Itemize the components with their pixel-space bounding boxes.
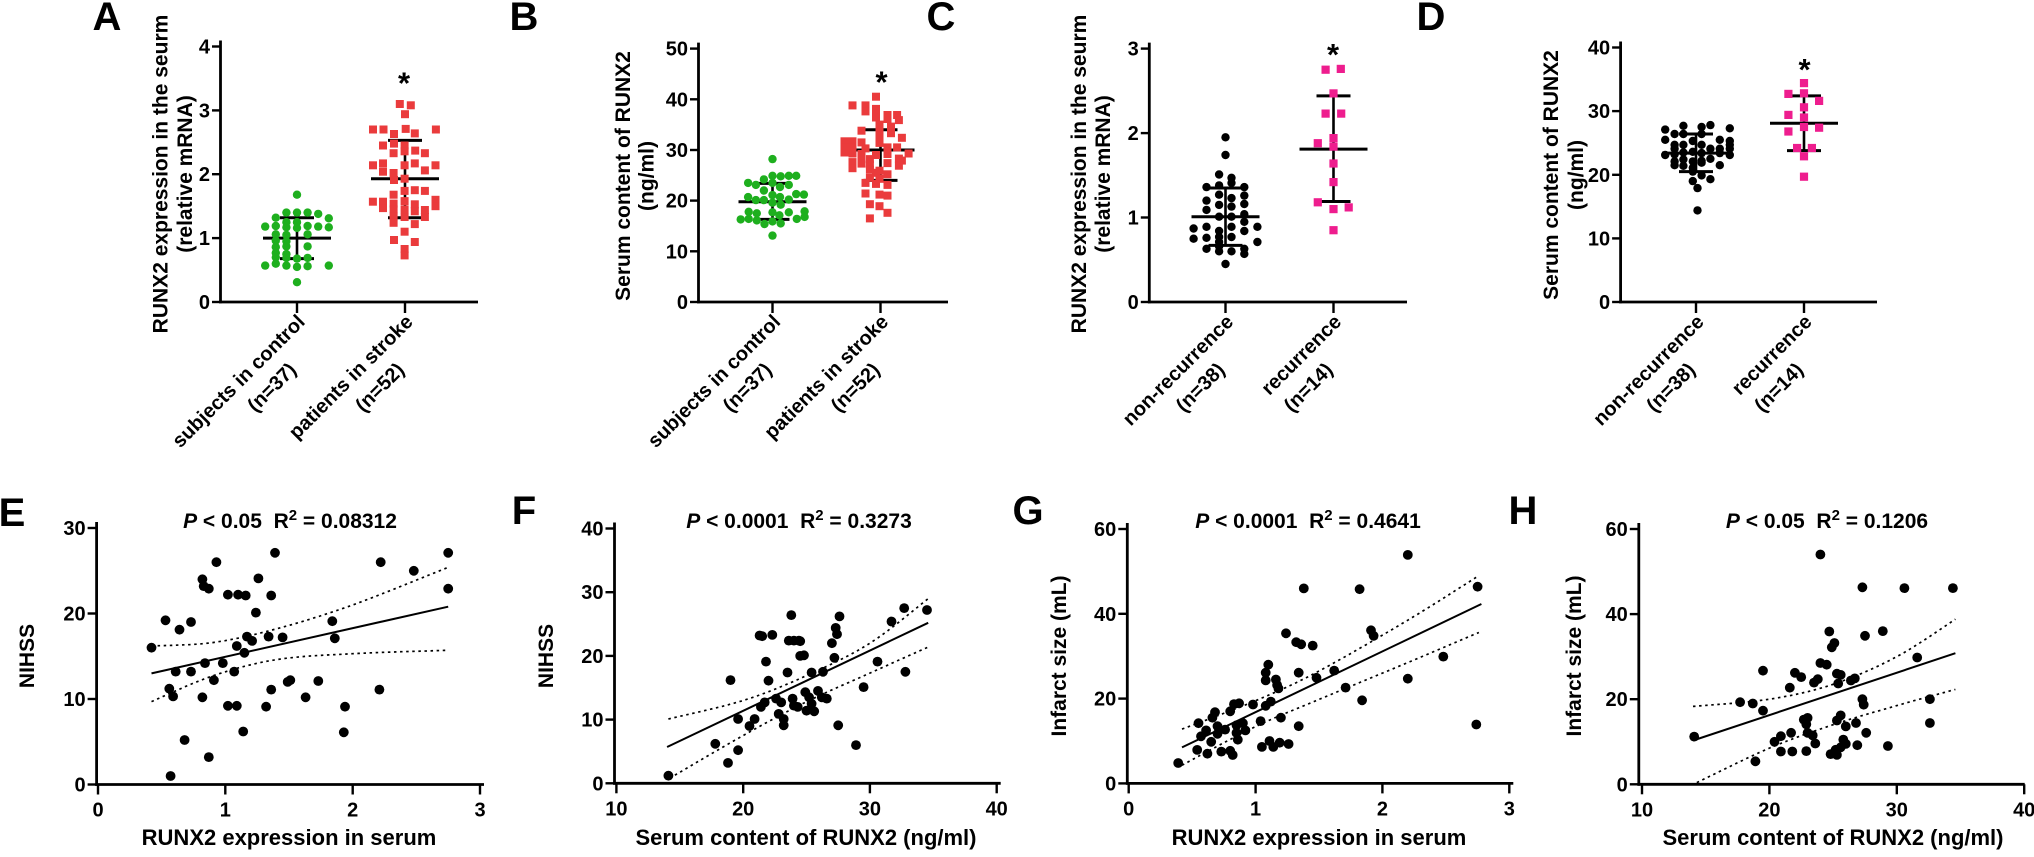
svg-text:20: 20 — [1606, 689, 1628, 711]
svg-text:30: 30 — [1886, 799, 1908, 821]
svg-text:(relative mRNA): (relative mRNA) — [174, 95, 197, 253]
svg-text:A: A — [93, 0, 122, 39]
svg-text:60: 60 — [1606, 519, 1628, 541]
svg-text:NIHSS: NIHSS — [535, 624, 558, 688]
svg-text:2: 2 — [347, 800, 358, 822]
svg-text:P < 0.0001 R2 = 0.3273: P < 0.0001 R2 = 0.3273 — [686, 507, 912, 534]
svg-text:Serum content of RUNX2 (ng/ml): Serum content of RUNX2 (ng/ml) — [1662, 825, 2003, 850]
svg-text:H: H — [1509, 489, 1538, 533]
svg-text:30: 30 — [63, 518, 85, 540]
svg-text:10: 10 — [1588, 228, 1610, 250]
svg-text:40: 40 — [1094, 604, 1116, 626]
svg-text:40: 40 — [581, 519, 603, 541]
svg-text:0: 0 — [92, 800, 103, 822]
svg-text:20: 20 — [1758, 799, 1780, 821]
svg-text:20: 20 — [581, 646, 603, 668]
svg-text:20: 20 — [666, 191, 688, 213]
svg-text:20: 20 — [732, 798, 754, 820]
svg-text:Serum content of RUNX2: Serum content of RUNX2 — [1540, 50, 1563, 300]
svg-text:40: 40 — [1588, 38, 1610, 60]
svg-text:Serum content of RUNX2 (ng/ml): Serum content of RUNX2 (ng/ml) — [635, 825, 976, 850]
svg-text:P < 0.0001 R2 = 0.4641: P < 0.0001 R2 = 0.4641 — [1195, 507, 1421, 534]
svg-text:10: 10 — [605, 798, 627, 820]
svg-text:20: 20 — [1588, 165, 1610, 187]
svg-text:30: 30 — [581, 582, 603, 604]
svg-text:0: 0 — [1599, 292, 1610, 314]
svg-text:3: 3 — [199, 100, 210, 122]
svg-text:60: 60 — [1094, 519, 1116, 541]
svg-text:2: 2 — [199, 164, 210, 186]
svg-text:(relative mRNA): (relative mRNA) — [1092, 95, 1115, 253]
svg-text:40: 40 — [666, 89, 688, 111]
svg-text:RUNX2 expression in serum: RUNX2 expression in serum — [142, 825, 437, 850]
svg-text:NIHSS: NIHSS — [16, 624, 39, 688]
svg-text:30: 30 — [859, 798, 881, 820]
svg-text:4: 4 — [199, 37, 211, 59]
svg-text:0: 0 — [1617, 774, 1628, 796]
svg-text:2: 2 — [1128, 123, 1139, 145]
svg-text:(ng/ml): (ng/ml) — [636, 141, 659, 211]
svg-text:40: 40 — [986, 798, 1008, 820]
svg-text:0: 0 — [199, 292, 210, 314]
svg-text:10: 10 — [63, 689, 85, 711]
svg-text:0: 0 — [1123, 798, 1134, 820]
svg-text:40: 40 — [1606, 604, 1628, 626]
svg-text:40: 40 — [2013, 799, 2034, 821]
svg-text:10: 10 — [666, 241, 688, 263]
svg-text:2: 2 — [1377, 798, 1388, 820]
svg-text:0: 0 — [1128, 292, 1139, 314]
svg-text:0: 0 — [1105, 773, 1116, 795]
svg-text:Infarct size (mL): Infarct size (mL) — [1563, 575, 1586, 736]
svg-text:50: 50 — [666, 39, 688, 61]
svg-text:30: 30 — [666, 140, 688, 162]
svg-text:10: 10 — [581, 710, 603, 732]
svg-text:E: E — [0, 491, 25, 535]
svg-text:*: * — [1327, 37, 1340, 72]
svg-text:RUNX2 expression in serum: RUNX2 expression in serum — [1172, 825, 1467, 850]
svg-text:RUNX2 expression in the seurm: RUNX2 expression in the seurm — [150, 15, 173, 334]
svg-text:P < 0.05 R2 = 0.1206: P < 0.05 R2 = 0.1206 — [1726, 507, 1928, 534]
svg-text:F: F — [512, 489, 536, 533]
svg-text:0: 0 — [677, 292, 688, 314]
svg-text:(ng/ml): (ng/ml) — [1565, 140, 1588, 210]
svg-text:1: 1 — [1128, 208, 1139, 230]
svg-text:3: 3 — [474, 800, 485, 822]
svg-text:1: 1 — [220, 800, 231, 822]
svg-text:D: D — [1417, 0, 1446, 39]
svg-text:3: 3 — [1128, 39, 1139, 61]
svg-text:B: B — [510, 0, 539, 39]
svg-text:30: 30 — [1588, 101, 1610, 123]
svg-text:Serum content of RUNX2: Serum content of RUNX2 — [612, 51, 635, 301]
svg-text:RUNX2 expression in the seurm: RUNX2 expression in the seurm — [1068, 15, 1091, 334]
svg-text:20: 20 — [63, 604, 85, 626]
svg-text:G: G — [1012, 489, 1043, 533]
svg-text:1: 1 — [1250, 798, 1261, 820]
svg-text:10: 10 — [1631, 799, 1653, 821]
svg-text:*: * — [1798, 52, 1811, 87]
svg-text:P < 0.05 R2 = 0.08312: P < 0.05 R2 = 0.08312 — [183, 507, 397, 534]
svg-text:1: 1 — [199, 228, 210, 250]
svg-text:*: * — [398, 66, 411, 101]
svg-text:0: 0 — [74, 775, 85, 797]
svg-text:20: 20 — [1094, 689, 1116, 711]
svg-text:*: * — [875, 65, 888, 100]
svg-text:Infarct size (mL): Infarct size (mL) — [1048, 575, 1071, 736]
svg-text:0: 0 — [592, 773, 603, 795]
svg-text:3: 3 — [1504, 798, 1515, 820]
svg-text:C: C — [927, 0, 956, 39]
